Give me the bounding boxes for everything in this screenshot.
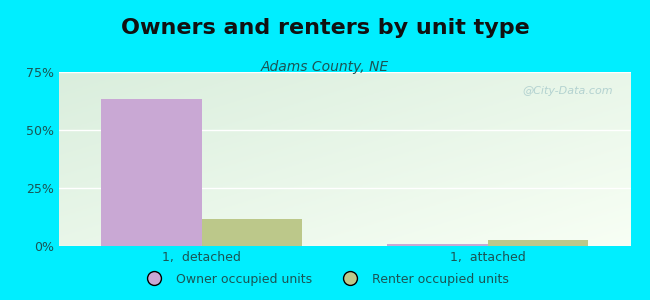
- Text: @City-Data.com: @City-Data.com: [523, 86, 614, 96]
- Bar: [387, 244, 488, 246]
- Bar: [202, 219, 302, 246]
- Text: Owners and renters by unit type: Owners and renters by unit type: [121, 18, 529, 38]
- Legend: Owner occupied units, Renter occupied units: Owner occupied units, Renter occupied un…: [136, 268, 514, 291]
- Bar: [101, 99, 202, 246]
- Text: Adams County, NE: Adams County, NE: [261, 60, 389, 74]
- Bar: [488, 240, 588, 246]
